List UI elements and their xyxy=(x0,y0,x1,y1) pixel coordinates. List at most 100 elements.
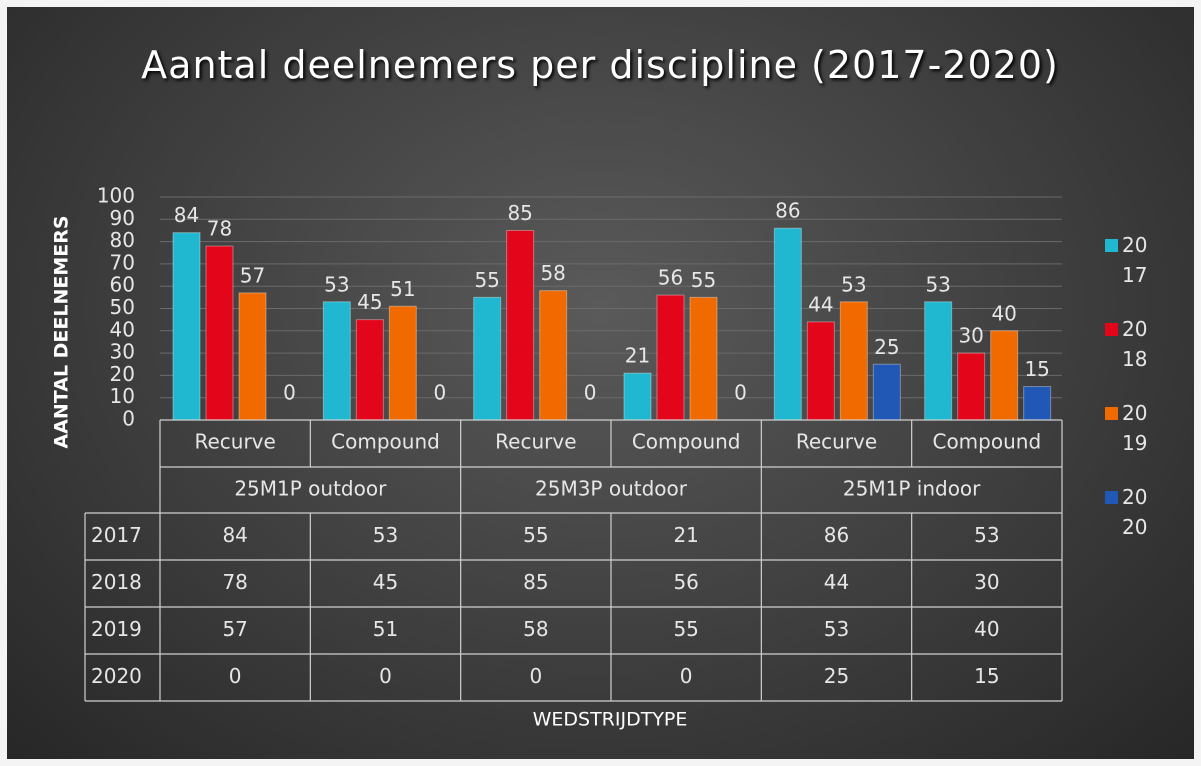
y-tick-label: 100 xyxy=(97,184,135,208)
bar xyxy=(990,330,1019,421)
table-cell: 58 xyxy=(523,617,548,641)
table-cell: 53 xyxy=(824,617,849,641)
data-label: 84 xyxy=(174,203,199,227)
table-cell: 51 xyxy=(373,617,398,641)
y-tick-label: 20 xyxy=(110,362,135,386)
bar xyxy=(623,372,652,421)
bar xyxy=(388,305,417,421)
data-label: 0 xyxy=(433,381,446,405)
y-tick-label: 30 xyxy=(110,340,135,364)
table-cell: 44 xyxy=(824,570,849,594)
table-cell: 0 xyxy=(379,664,392,688)
legend-swatch xyxy=(1105,491,1118,504)
table-cell: 57 xyxy=(222,617,247,641)
bar xyxy=(355,319,384,421)
data-label: 53 xyxy=(925,272,950,296)
bar xyxy=(839,301,868,421)
table-cell: 0 xyxy=(529,664,542,688)
legend-label: 2019 xyxy=(1122,401,1148,455)
table-cell: 86 xyxy=(824,523,849,547)
data-label: 53 xyxy=(841,272,866,296)
table-cell: 53 xyxy=(373,523,398,547)
table-cell: 78 xyxy=(222,570,247,594)
bar xyxy=(924,301,953,421)
table-cell: 56 xyxy=(673,570,698,594)
table-row-header: 2018 xyxy=(91,570,142,594)
data-label: 44 xyxy=(808,292,833,316)
x-tick-label: Compound xyxy=(632,430,741,454)
y-tick-label: 40 xyxy=(110,317,135,341)
legend-entry: 2020 xyxy=(1105,482,1160,542)
x-tick-label: Recurve xyxy=(495,430,576,454)
x-tick-label: Compound xyxy=(331,430,440,454)
y-tick-label: 50 xyxy=(110,295,135,319)
table-cell: 40 xyxy=(974,617,999,641)
bar xyxy=(473,296,502,421)
data-label: 0 xyxy=(584,381,597,405)
data-label: 78 xyxy=(207,217,232,241)
data-label: 85 xyxy=(507,201,532,225)
data-label: 40 xyxy=(991,301,1016,325)
table-cell: 30 xyxy=(974,570,999,594)
bar xyxy=(806,321,835,421)
x-axis-label: WEDSTRIJDTYPE xyxy=(533,709,688,731)
bar xyxy=(238,292,267,421)
data-label: 86 xyxy=(775,199,800,223)
data-label: 56 xyxy=(658,266,683,290)
data-label: 53 xyxy=(324,272,349,296)
legend-label: 2020 xyxy=(1122,485,1148,539)
legend-entry: 2018 xyxy=(1105,314,1160,374)
data-label: 0 xyxy=(734,381,747,405)
legend-swatch xyxy=(1105,239,1118,252)
table-cell: 0 xyxy=(229,664,242,688)
y-tick-label: 10 xyxy=(110,384,135,408)
table-row-header: 2019 xyxy=(91,617,142,641)
legend-swatch xyxy=(1105,323,1118,336)
data-label: 58 xyxy=(540,261,565,285)
legend-label: 2018 xyxy=(1122,317,1148,371)
table-cell: 21 xyxy=(673,523,698,547)
table-cell: 25 xyxy=(824,664,849,688)
legend-entry: 2017 xyxy=(1105,230,1160,290)
bar xyxy=(957,352,986,421)
table-row-header: 2020 xyxy=(91,664,142,688)
bar xyxy=(1023,386,1052,421)
x-tick-label: Compound xyxy=(932,430,1041,454)
bar xyxy=(322,301,351,421)
group-label: 25M3P outdoor xyxy=(535,477,688,501)
table-cell: 53 xyxy=(974,523,999,547)
y-tick-label: 90 xyxy=(110,206,135,230)
y-tick-label: 0 xyxy=(122,407,135,431)
data-label: 55 xyxy=(691,268,716,292)
bar xyxy=(506,229,535,421)
data-label: 55 xyxy=(474,268,499,292)
x-tick-label: Recurve xyxy=(194,430,275,454)
legend-label: 2017 xyxy=(1122,233,1148,287)
bar xyxy=(872,363,901,421)
data-label: 30 xyxy=(958,324,983,348)
table-cell: 55 xyxy=(673,617,698,641)
table-cell: 45 xyxy=(373,570,398,594)
bar xyxy=(205,245,234,421)
bar xyxy=(773,227,802,421)
y-tick-label: 70 xyxy=(110,250,135,274)
table-cell: 0 xyxy=(680,664,693,688)
data-label: 25 xyxy=(874,335,899,359)
data-label: 51 xyxy=(390,277,415,301)
table-row-header: 2017 xyxy=(91,523,142,547)
table-cell: 15 xyxy=(974,664,999,688)
y-tick-label: 80 xyxy=(110,228,135,252)
legend-swatch xyxy=(1105,407,1118,420)
bar xyxy=(172,232,201,421)
data-label: 45 xyxy=(357,290,382,314)
y-axis-label: AANTAL DEELNEMERS xyxy=(51,215,73,448)
table-cell: 55 xyxy=(523,523,548,547)
x-tick-label: Recurve xyxy=(796,430,877,454)
data-label: 21 xyxy=(625,344,650,368)
legend-entry: 2019 xyxy=(1105,398,1160,458)
table-cell: 84 xyxy=(222,523,247,547)
group-label: 25M1P indoor xyxy=(843,477,981,501)
table-cell: 85 xyxy=(523,570,548,594)
